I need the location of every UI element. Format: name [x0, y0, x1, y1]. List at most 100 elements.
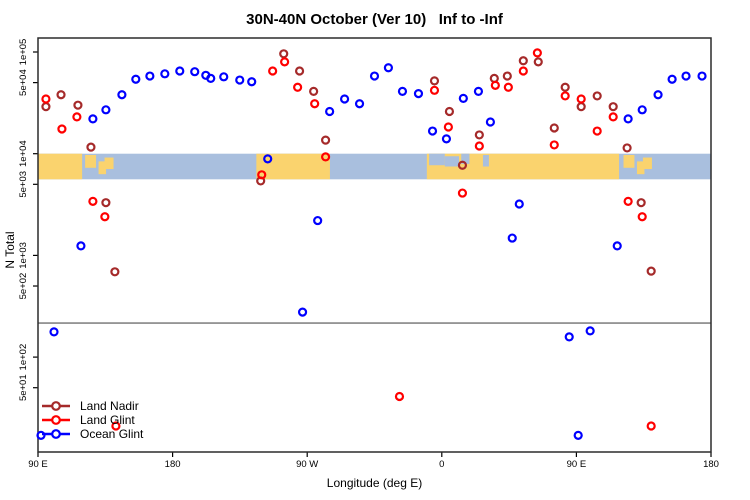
y-tick-label: 5e+02	[18, 273, 29, 300]
data-point	[294, 66, 305, 76]
data-point	[397, 86, 408, 96]
map-band	[38, 153, 711, 180]
data-point	[518, 66, 528, 76]
data-point	[653, 90, 663, 100]
y-tick-label: 1e+04	[18, 140, 29, 167]
data-point	[646, 266, 656, 276]
data-point	[309, 86, 319, 96]
data-point	[576, 94, 586, 104]
data-point	[235, 75, 245, 85]
data-point	[339, 94, 350, 104]
legend-circle	[51, 401, 61, 411]
data-point	[697, 71, 707, 81]
map-band-sea	[444, 156, 459, 167]
map-band-land	[256, 153, 330, 180]
data-point	[190, 67, 200, 77]
data-point	[263, 154, 273, 164]
data-point	[320, 135, 331, 145]
series-ocean-glint	[36, 63, 707, 440]
y-axis-ticks: 1e+05 5e+04 1e+04 5e+03 1e+03 5e+02 1e+02 5e+01	[18, 39, 38, 401]
x-tick-label: 90 E	[567, 459, 587, 470]
data-point	[576, 102, 586, 112]
legend-marker-ocean-glint-icon	[42, 429, 70, 439]
data-point	[297, 307, 308, 317]
data-point	[667, 74, 677, 84]
map-band-land	[38, 153, 83, 180]
data-point	[623, 114, 633, 124]
y-tick-label: 1e+03	[18, 242, 29, 269]
data-point	[612, 241, 622, 251]
data-point	[131, 74, 141, 84]
data-point	[293, 82, 303, 92]
data-point	[117, 90, 127, 100]
legend-item-land-nadir: Land Nadir	[40, 399, 143, 413]
x-tick-label: 180	[165, 459, 181, 470]
data-point	[564, 332, 574, 342]
data-point	[160, 69, 170, 79]
data-point	[444, 106, 455, 117]
data-point	[219, 72, 229, 82]
data-point	[313, 215, 323, 226]
data-point	[56, 90, 66, 100]
data-point	[110, 267, 120, 277]
legend-label: Land Glint	[80, 413, 135, 427]
map-band-island	[636, 161, 645, 175]
data-point	[514, 199, 524, 209]
data-point	[73, 100, 83, 110]
legend-item-ocean-glint: Ocean Glint	[40, 427, 143, 441]
data-point	[458, 93, 468, 103]
data-point	[592, 126, 602, 136]
x-tick-label: 180	[703, 459, 719, 470]
data-point	[490, 80, 500, 90]
y-tick-label: 5e+01	[18, 374, 29, 401]
data-point	[101, 105, 111, 115]
data-point	[457, 160, 468, 170]
data-point	[502, 71, 512, 81]
data-point	[41, 102, 51, 112]
data-point	[369, 71, 380, 81]
legend-marker-land-nadir-icon	[42, 401, 70, 411]
data-point	[585, 326, 595, 336]
y-tick-label: 5e+04	[18, 69, 29, 96]
data-point	[646, 421, 656, 431]
data-point	[474, 130, 484, 140]
legend-marker-land-glint-icon	[42, 415, 70, 425]
data-point	[88, 114, 98, 124]
data-point	[111, 421, 121, 431]
data-point	[485, 117, 496, 127]
data-point	[72, 112, 82, 122]
data-point	[206, 73, 216, 84]
map-band-island	[85, 154, 97, 168]
data-point	[427, 126, 438, 136]
data-point	[474, 141, 484, 151]
data-point	[76, 241, 86, 251]
x-axis-title: Longitude (deg E)	[326, 476, 423, 490]
legend: Land Nadir Land Glint Ocean Glint	[40, 399, 143, 441]
data-point	[320, 152, 331, 162]
y-tick-label: 1e+02	[18, 344, 29, 371]
x-axis-ticks: 90 E 180 90 W 0 90 E 180	[28, 452, 719, 470]
map-band-sea	[461, 153, 470, 164]
data-point	[354, 99, 365, 109]
series-land-nadir	[41, 49, 656, 277]
series-land-glint	[41, 48, 656, 431]
data-point	[429, 76, 440, 86]
data-point	[49, 327, 59, 337]
data-point	[100, 212, 110, 222]
data-point	[443, 122, 453, 132]
data-point	[441, 134, 452, 144]
data-point	[383, 63, 394, 73]
data-point	[532, 48, 542, 58]
data-point	[279, 49, 289, 59]
data-point	[637, 212, 647, 222]
x-tick-label: 0	[439, 459, 444, 470]
legend-label: Land Nadir	[80, 399, 139, 413]
data-point	[533, 57, 543, 67]
data-point	[457, 188, 468, 198]
y-tick-label: 1e+05	[18, 39, 29, 66]
data-point	[592, 91, 602, 101]
map-band-island	[642, 157, 652, 170]
legend-circle	[51, 429, 61, 439]
